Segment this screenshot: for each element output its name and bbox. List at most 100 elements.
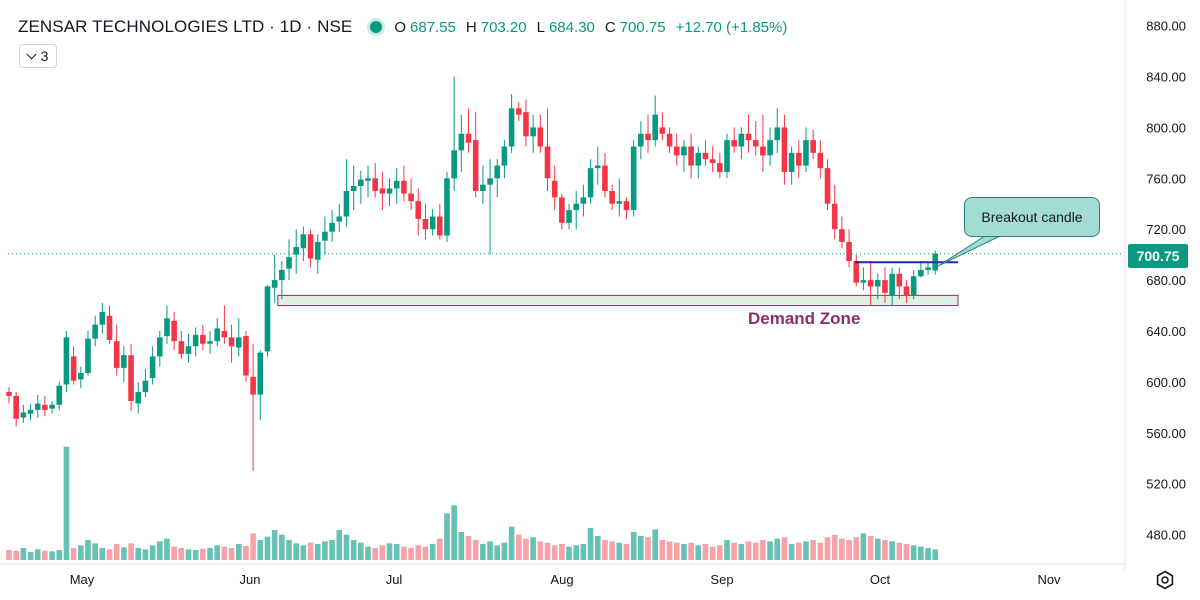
volume-bar bbox=[817, 542, 824, 560]
close-label: C bbox=[604, 18, 616, 36]
candle-body bbox=[760, 146, 766, 156]
price-axis[interactable]: 880.00 840.00 800.00 760.00 720.00 680.00 640.… bbox=[1146, 19, 1186, 543]
candle-body bbox=[465, 133, 472, 143]
candle-body bbox=[293, 247, 299, 255]
price-tick-label: 680.00 bbox=[1146, 273, 1186, 288]
candle bbox=[307, 229, 314, 268]
volume-bar bbox=[63, 446, 70, 560]
volume-bar bbox=[781, 537, 788, 560]
volume-bar bbox=[149, 545, 156, 560]
time-tick-label: Jun bbox=[240, 572, 261, 587]
candle bbox=[106, 305, 113, 344]
candle bbox=[171, 311, 177, 351]
candle-body bbox=[616, 201, 623, 204]
volume-bar bbox=[918, 546, 924, 560]
candle-body bbox=[630, 146, 637, 211]
candle-body bbox=[889, 273, 895, 296]
candle-body bbox=[451, 150, 457, 179]
candle-body bbox=[156, 337, 163, 357]
candle-body bbox=[580, 197, 587, 204]
volume-bar bbox=[666, 541, 673, 560]
volume-bar bbox=[745, 541, 752, 560]
candle bbox=[580, 184, 587, 217]
volume-bar bbox=[243, 546, 249, 560]
volume-bar bbox=[20, 548, 27, 560]
candle-body bbox=[853, 261, 860, 283]
candle-body bbox=[810, 140, 816, 153]
candle-body bbox=[343, 191, 350, 217]
candle-body bbox=[235, 337, 242, 348]
volume-bar bbox=[580, 544, 587, 560]
candle-body bbox=[695, 152, 702, 166]
candle bbox=[200, 324, 206, 351]
volume-bar bbox=[566, 546, 572, 560]
volume-bar bbox=[616, 542, 623, 560]
volume-bar bbox=[336, 530, 343, 560]
volume-bar bbox=[480, 544, 486, 560]
candle bbox=[6, 386, 12, 404]
volume-bar bbox=[487, 541, 493, 560]
candle bbox=[56, 381, 63, 410]
candle-body bbox=[659, 127, 666, 134]
candle-body bbox=[444, 178, 450, 236]
candle-body bbox=[681, 146, 687, 156]
candle bbox=[92, 315, 98, 347]
candle-body bbox=[594, 165, 601, 169]
candle-body bbox=[401, 180, 407, 194]
candle-body bbox=[472, 140, 479, 192]
candle bbox=[745, 114, 752, 153]
volume-bar bbox=[609, 541, 615, 560]
volume-bar bbox=[910, 545, 917, 560]
candle bbox=[408, 178, 414, 211]
volume-bar bbox=[602, 540, 608, 560]
volume-bar bbox=[142, 549, 149, 560]
symbol-title[interactable]: ZENSAR TECHNOLOGIES LTD · 1D · NSE bbox=[18, 17, 353, 36]
candle-body bbox=[831, 203, 838, 230]
candle bbox=[537, 114, 544, 153]
volume-bar bbox=[99, 548, 106, 560]
candle-body bbox=[523, 112, 529, 137]
indicators-toggle-button[interactable]: 3 bbox=[19, 44, 57, 68]
gear-icon[interactable] bbox=[1155, 570, 1175, 590]
volume-bar bbox=[293, 543, 299, 560]
candle-body bbox=[27, 409, 34, 414]
volume-bar bbox=[178, 548, 185, 560]
candle-body bbox=[322, 231, 328, 241]
volume-bar bbox=[702, 544, 709, 560]
candle-body bbox=[164, 318, 170, 337]
candle bbox=[314, 234, 321, 274]
candle-body bbox=[803, 140, 809, 166]
volume-bar bbox=[860, 533, 867, 560]
volume-bar bbox=[49, 551, 55, 560]
candle bbox=[788, 146, 795, 185]
volume-bar bbox=[286, 540, 292, 560]
low-label: L bbox=[536, 18, 545, 36]
volume-bar bbox=[673, 542, 680, 560]
volume-bar bbox=[594, 536, 601, 560]
volume-bar bbox=[307, 542, 314, 560]
candle-body bbox=[34, 403, 41, 410]
time-axis[interactable]: May Jun Jul Aug Sep Oct Nov bbox=[70, 572, 1061, 587]
candle bbox=[781, 114, 788, 185]
candle-body bbox=[731, 140, 737, 147]
price-tick-label: 840.00 bbox=[1146, 70, 1186, 85]
candle-body bbox=[314, 241, 321, 260]
candle-body bbox=[78, 372, 84, 380]
volume-bar bbox=[494, 545, 501, 560]
volume-bar bbox=[34, 549, 41, 560]
candle bbox=[824, 159, 831, 211]
volume-bar bbox=[724, 540, 730, 560]
candle bbox=[322, 216, 328, 255]
volume-bar bbox=[731, 542, 737, 560]
volume-bar bbox=[530, 537, 536, 560]
candle-body bbox=[860, 280, 867, 283]
candle-body bbox=[724, 140, 730, 172]
candle-body bbox=[702, 152, 709, 160]
volume-bar bbox=[709, 546, 716, 560]
candle-body bbox=[559, 197, 565, 223]
candle bbox=[235, 318, 242, 357]
candle bbox=[401, 165, 407, 202]
price-tick-label: 720.00 bbox=[1146, 222, 1186, 237]
high-value: 703.20 bbox=[480, 18, 527, 36]
